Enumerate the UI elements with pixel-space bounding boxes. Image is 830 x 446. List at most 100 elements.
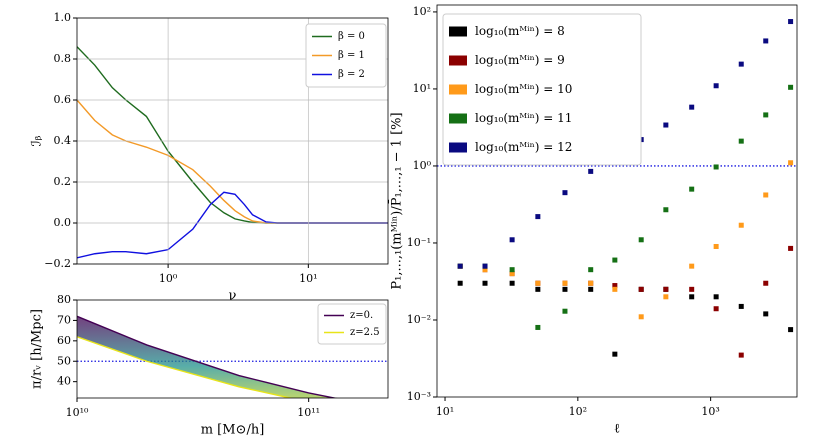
y-tick-label: −0.2 bbox=[44, 257, 71, 270]
y-tick-label: 70 bbox=[57, 313, 71, 326]
y-tick-label: 0.0 bbox=[54, 216, 72, 229]
y-tick-label: 0.6 bbox=[54, 93, 72, 106]
point bbox=[763, 112, 769, 118]
point bbox=[588, 168, 594, 174]
point bbox=[638, 237, 644, 243]
y-tick-label: 1.0 bbox=[54, 11, 72, 24]
y-tick-label: 10⁰ bbox=[413, 159, 432, 172]
point bbox=[612, 286, 618, 292]
point bbox=[457, 263, 463, 269]
point bbox=[638, 286, 644, 292]
point bbox=[689, 104, 695, 110]
x-axis-label: m [M⊙/h] bbox=[201, 423, 265, 438]
x-tick-label: 10¹ bbox=[436, 405, 454, 418]
legend-label: log₁₀(mᴹⁱⁿ) = 11 bbox=[475, 111, 572, 125]
y-tick-label: 50 bbox=[57, 354, 71, 367]
point bbox=[663, 122, 669, 128]
point bbox=[562, 308, 568, 314]
legend-swatch bbox=[449, 113, 467, 124]
point bbox=[713, 83, 719, 89]
y-tick-label: 80 bbox=[57, 293, 71, 306]
point bbox=[763, 38, 769, 44]
legend-label: β = 0 bbox=[338, 31, 365, 42]
axes-frame bbox=[436, 4, 798, 398]
point bbox=[535, 286, 541, 292]
series-line bbox=[77, 99, 388, 224]
x-tick-label: 10³ bbox=[701, 405, 719, 418]
x-axis-label: ν bbox=[229, 289, 237, 304]
plot-area bbox=[77, 315, 388, 398]
series-line bbox=[77, 191, 388, 259]
point bbox=[788, 19, 794, 25]
point bbox=[457, 280, 463, 286]
point bbox=[738, 222, 744, 228]
y-tick-label: 0.4 bbox=[54, 134, 72, 147]
point bbox=[788, 84, 794, 90]
point bbox=[738, 352, 744, 358]
point bbox=[689, 286, 695, 292]
point bbox=[738, 303, 744, 309]
point bbox=[482, 263, 488, 269]
point bbox=[689, 263, 695, 269]
point bbox=[763, 192, 769, 198]
legend-label: log₁₀(mᴹⁱⁿ) = 9 bbox=[475, 53, 565, 67]
point bbox=[663, 294, 669, 300]
point bbox=[788, 245, 794, 251]
legend-label: β = 2 bbox=[338, 69, 365, 80]
point bbox=[509, 267, 515, 273]
x-tick-label: 10⁰ bbox=[159, 272, 178, 285]
x-tick-label: 10¹⁰ bbox=[66, 406, 89, 419]
legend-label: log₁₀(mᴹⁱⁿ) = 10 bbox=[475, 82, 572, 96]
legend-box bbox=[305, 23, 387, 88]
point bbox=[535, 324, 541, 330]
point bbox=[612, 283, 618, 289]
point bbox=[663, 286, 669, 292]
legend-label: z=2.5 bbox=[350, 327, 380, 338]
axes-frame bbox=[76, 299, 389, 399]
x-tick-label: 10¹¹ bbox=[297, 406, 320, 419]
y-tick-label: 60 bbox=[57, 334, 71, 347]
point bbox=[738, 61, 744, 67]
point bbox=[588, 280, 594, 286]
point bbox=[788, 160, 794, 166]
point bbox=[763, 311, 769, 317]
point bbox=[638, 314, 644, 320]
point bbox=[788, 327, 794, 333]
point bbox=[738, 138, 744, 144]
legend-swatch bbox=[449, 142, 467, 153]
point bbox=[713, 306, 719, 312]
point bbox=[509, 271, 515, 277]
y-tick-label: 10⁻¹ bbox=[407, 236, 431, 249]
point bbox=[763, 280, 769, 286]
point bbox=[562, 280, 568, 286]
y-tick-label: 40 bbox=[57, 375, 71, 388]
y-tick-label: 10⁻³ bbox=[407, 390, 431, 403]
point bbox=[535, 214, 541, 220]
x-tick-label: 10¹ bbox=[299, 272, 317, 285]
point bbox=[713, 294, 719, 300]
series-line bbox=[77, 315, 338, 398]
point bbox=[562, 286, 568, 292]
x-tick-label: 10² bbox=[569, 405, 587, 418]
point bbox=[482, 280, 488, 286]
point bbox=[689, 294, 695, 300]
legend-label: z=0. bbox=[350, 310, 373, 321]
legend-label: log₁₀(mᴹⁱⁿ) = 8 bbox=[475, 24, 565, 38]
legend-swatch bbox=[449, 26, 467, 37]
point bbox=[588, 267, 594, 273]
point bbox=[612, 351, 618, 357]
point bbox=[713, 243, 719, 249]
legend-box bbox=[442, 13, 642, 166]
point bbox=[535, 280, 541, 286]
x-axis-label: ℓ bbox=[614, 422, 620, 437]
y-tick-label: 0.2 bbox=[54, 175, 72, 188]
y-tick-label: 10² bbox=[413, 5, 431, 18]
y-axis-label: π/rᵥ [h/Mpc] bbox=[30, 309, 45, 389]
point bbox=[689, 186, 695, 192]
y-tick-label: 10⁻² bbox=[407, 313, 431, 326]
axes-frame bbox=[76, 17, 389, 265]
point bbox=[562, 190, 568, 196]
y-tick-label: 0.8 bbox=[54, 52, 72, 65]
series-line bbox=[77, 336, 294, 398]
legend-label: β = 1 bbox=[338, 50, 365, 61]
